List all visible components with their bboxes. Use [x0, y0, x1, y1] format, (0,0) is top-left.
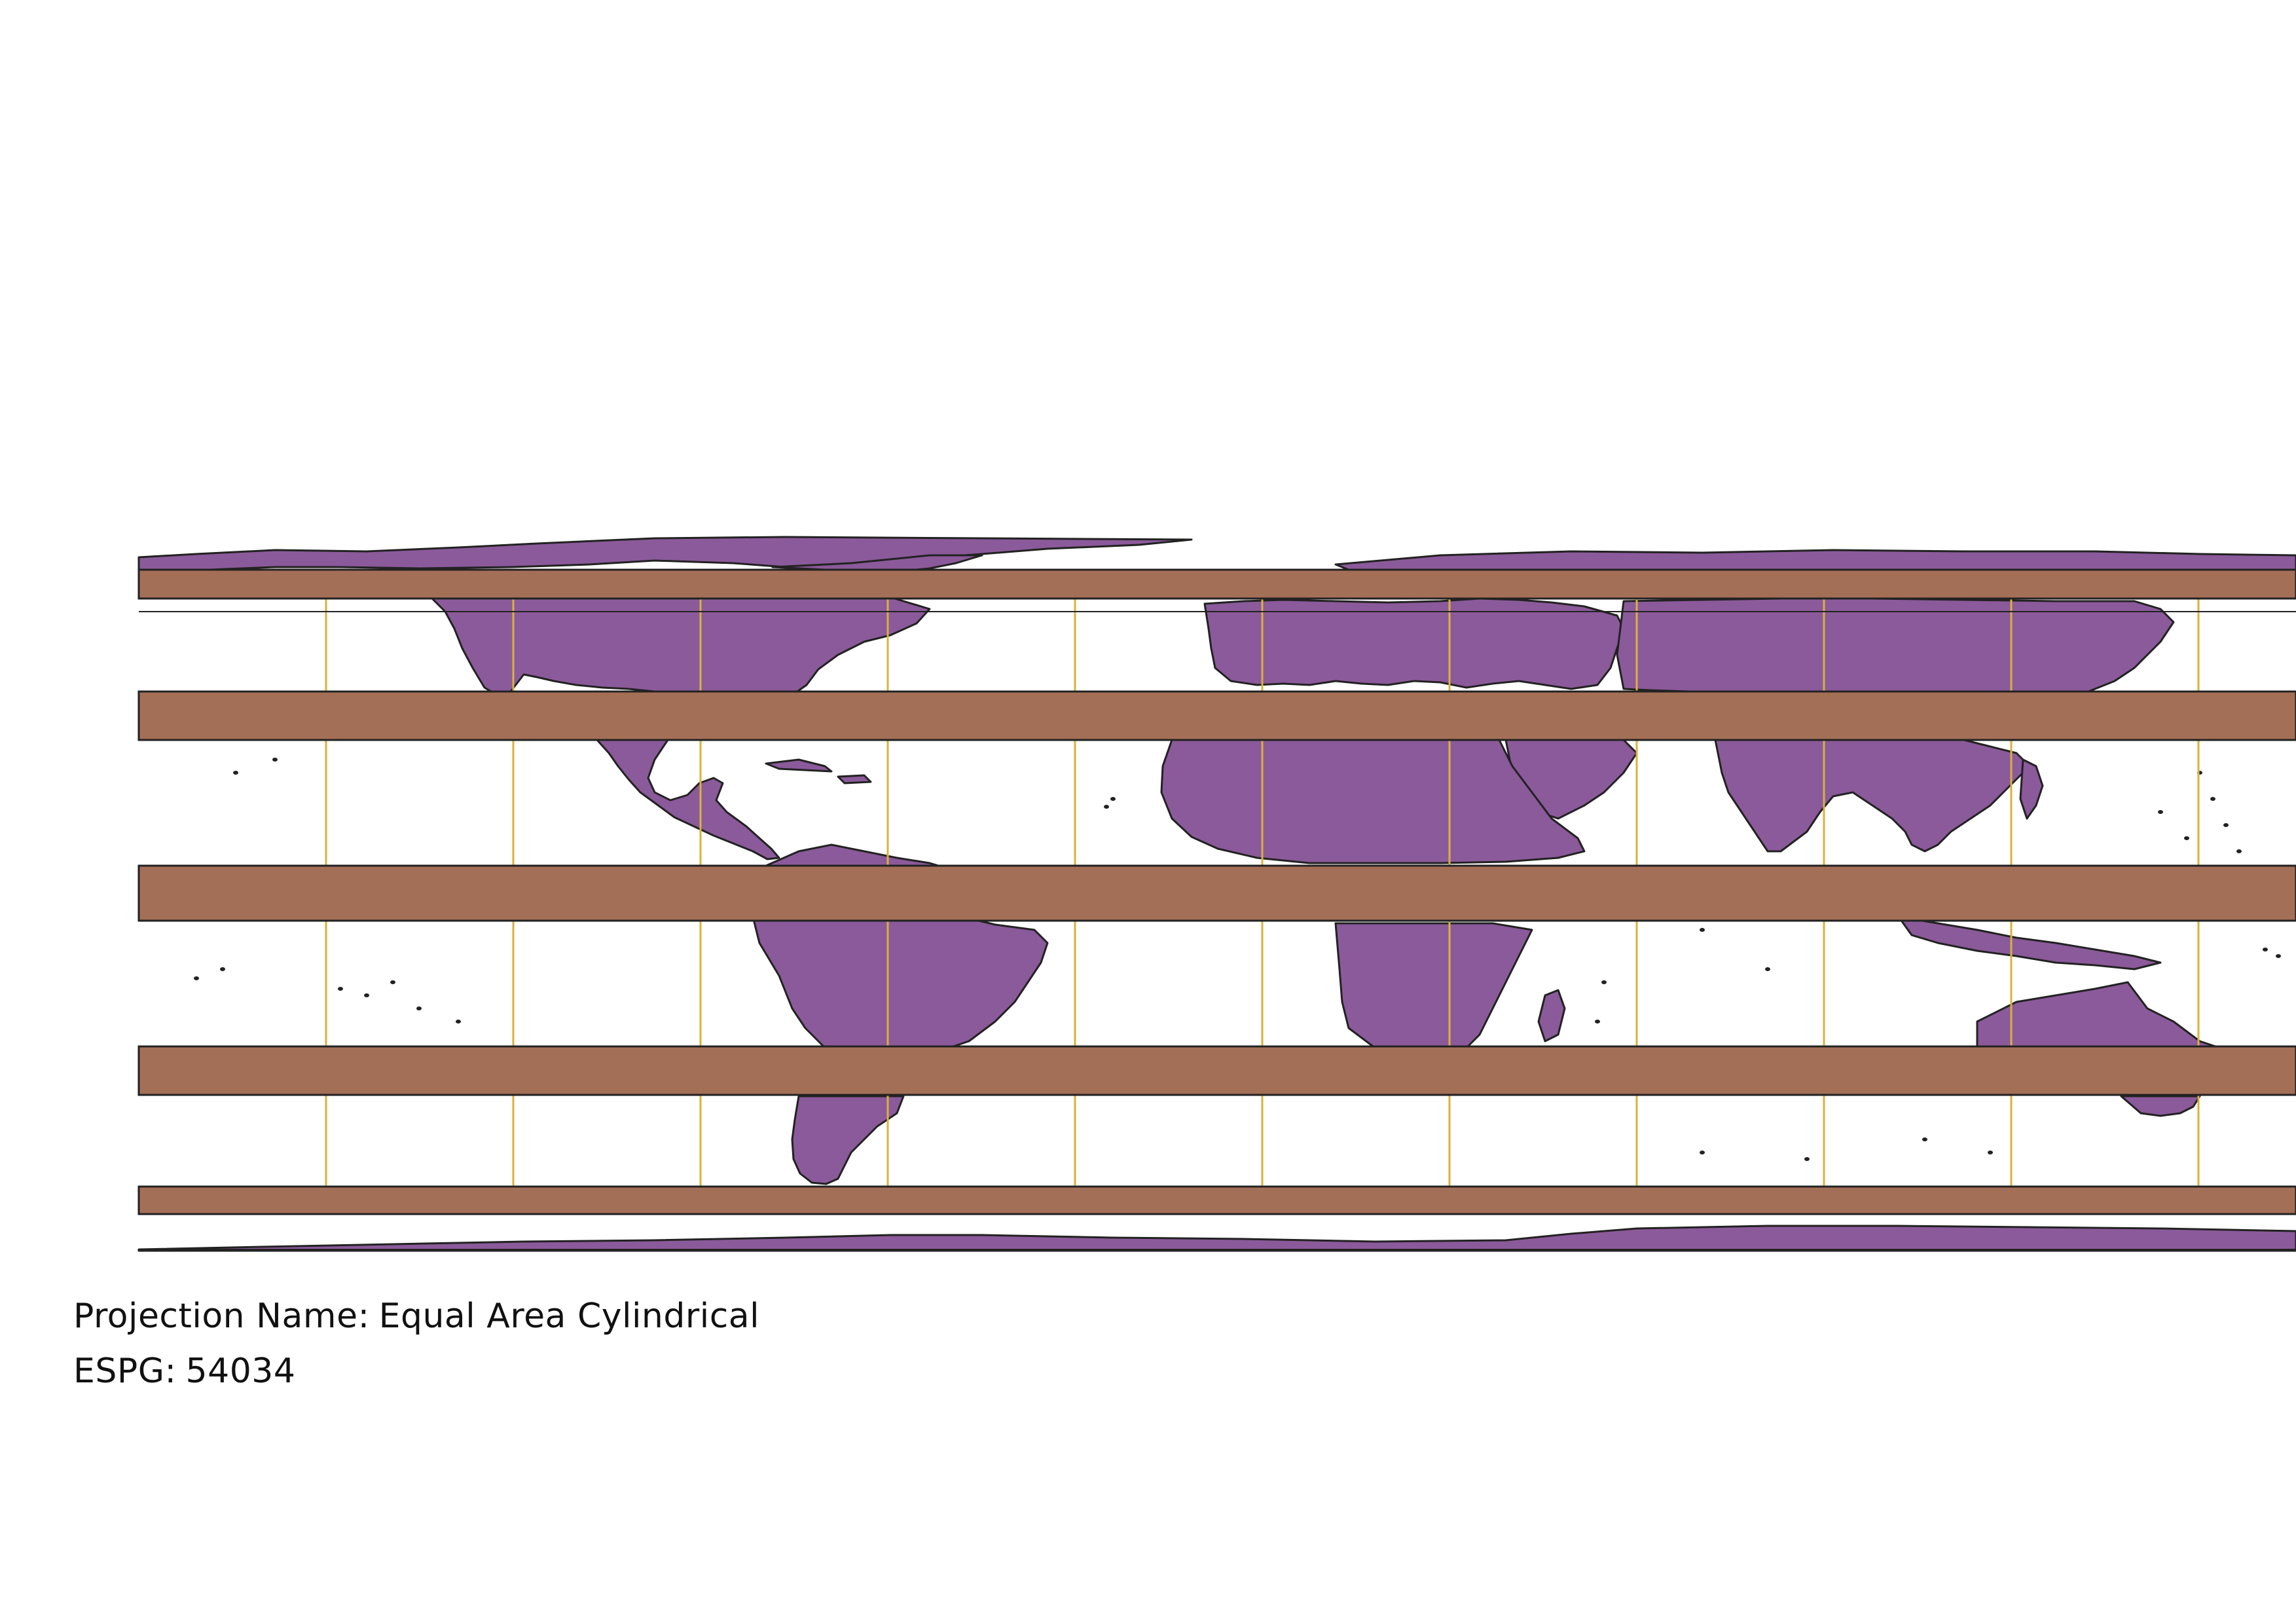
eurasia-arctic-landmass — [1334, 549, 2296, 572]
southern-cone-landmass — [791, 1095, 905, 1185]
small-island — [2184, 836, 2189, 840]
southeast-asia-islands — [1897, 915, 2162, 970]
small-island — [1601, 980, 1607, 984]
small-island — [338, 987, 343, 991]
europe-landmass — [1203, 597, 1625, 690]
south-asia-landmass — [1714, 739, 2031, 853]
small-islands-layer — [194, 758, 2281, 1161]
africa-south-landmass — [1334, 922, 1533, 1049]
small-island — [2236, 849, 2242, 853]
antarctica-landmass — [137, 1225, 2296, 1252]
latitude-band — [137, 1185, 2296, 1215]
small-island — [220, 967, 225, 971]
latitude-band — [137, 690, 2296, 741]
arctic-landmass — [137, 536, 1193, 571]
small-island — [1110, 797, 1116, 801]
australia-south-landmass — [2120, 1095, 2201, 1117]
small-island — [390, 980, 395, 984]
small-island — [233, 771, 238, 775]
small-island — [2158, 810, 2163, 814]
hispaniola-island — [837, 774, 872, 784]
epsg-code-key: ESPG: — [73, 1352, 177, 1391]
epsg-code-value: 54034 — [185, 1352, 296, 1391]
projection-name-value: Equal Area Cylindrical — [378, 1297, 760, 1336]
small-island — [1700, 928, 1705, 932]
small-island — [456, 1020, 461, 1024]
mexico-central-america-landmass — [596, 739, 780, 860]
small-island — [1922, 1137, 1927, 1141]
madagascar-island — [1537, 989, 1566, 1043]
small-island — [1988, 1151, 1993, 1154]
small-island — [2263, 948, 2268, 951]
small-island — [2210, 797, 2215, 801]
latitude-band-polygons-layer — [137, 568, 2296, 1215]
small-island — [1595, 1020, 1600, 1024]
small-island — [1104, 805, 1109, 809]
small-island — [1804, 1157, 1810, 1161]
small-island — [2223, 823, 2229, 827]
asia-landmass — [1616, 597, 2175, 695]
latitude-band — [137, 864, 2296, 922]
small-island — [2276, 954, 2281, 958]
small-island — [272, 758, 278, 762]
small-island — [1700, 1151, 1705, 1154]
country-polygons-layer — [137, 536, 2296, 1252]
small-island — [364, 993, 369, 997]
epsg-code-label: ESPG: 54034 — [73, 1352, 295, 1391]
latitude-band — [137, 568, 2296, 600]
projection-name-key: Projection Name: — [73, 1297, 370, 1336]
small-island — [194, 976, 199, 980]
small-island — [416, 1006, 422, 1010]
small-island — [1765, 967, 1770, 971]
cuba-island — [765, 758, 833, 773]
philippines-islands — [2019, 758, 2044, 820]
australia-landmass — [1976, 981, 2221, 1049]
latitude-band — [137, 1045, 2296, 1096]
projection-name-label: Projection Name: Equal Area Cylindrical — [73, 1297, 759, 1336]
